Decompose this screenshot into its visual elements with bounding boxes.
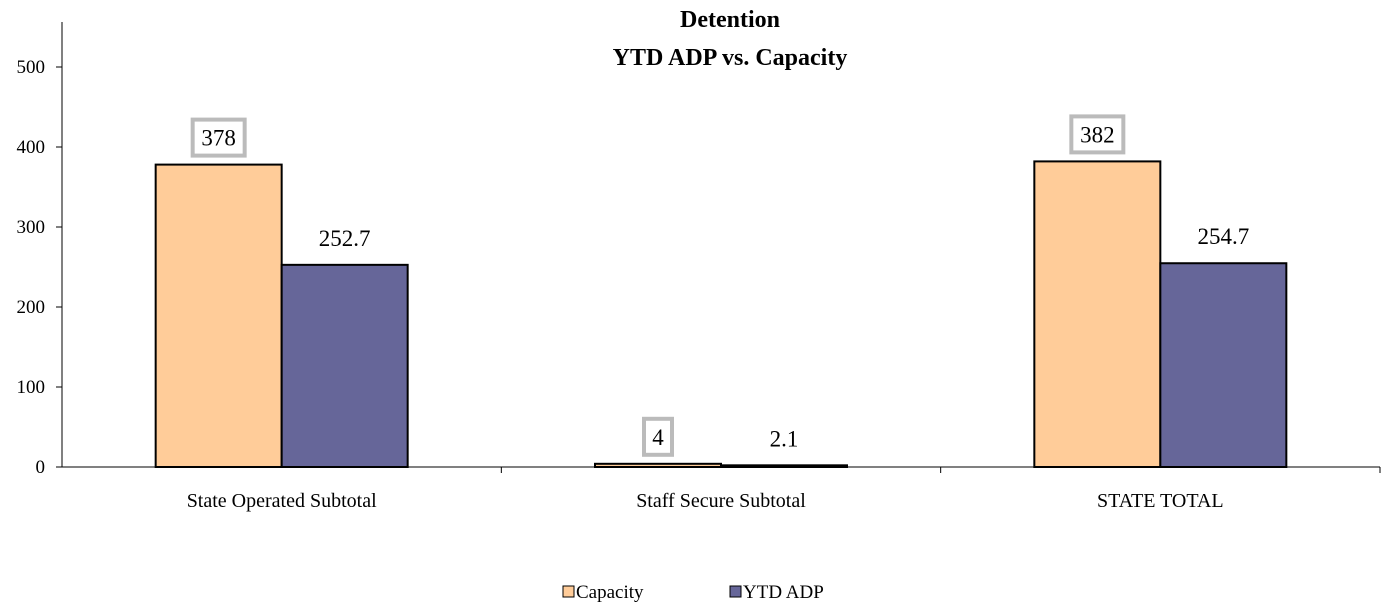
chart-subtitle: YTD ADP vs. Capacity <box>613 45 848 71</box>
y-tick-label: 0 <box>36 457 46 478</box>
bar-ytd-adp <box>280 263 409 468</box>
y-tick-label: 300 <box>17 217 46 238</box>
legend-label: Capacity <box>576 582 644 603</box>
x-tick-label: Staff Secure Subtotal <box>636 490 806 512</box>
data-label-box <box>642 416 674 457</box>
y-tick-label: 500 <box>17 57 46 78</box>
data-label-box <box>1069 114 1126 155</box>
legend-swatch-ytd-adp <box>729 585 742 598</box>
legend-swatch-capacity <box>562 585 575 598</box>
data-label: 2.1 <box>770 426 799 451</box>
data-label: 378 <box>201 126 236 151</box>
data-label-box <box>190 117 247 158</box>
legend: Capacity YTD ADP <box>562 582 824 603</box>
data-label: 382 <box>1080 122 1115 147</box>
x-tick-label: State Operated Subtotal <box>187 490 377 512</box>
bar-ytd-adp <box>720 464 848 469</box>
bar-capacity <box>154 163 283 468</box>
data-labels: 378 252.7 4 2.1 382 254.7 <box>190 114 1249 457</box>
bars <box>154 160 1288 469</box>
bar-capacity <box>594 462 722 468</box>
y-tick-label: 400 <box>17 137 46 158</box>
data-label: 252.7 <box>319 226 371 251</box>
legend-label: YTD ADP <box>743 582 824 603</box>
data-label: 254.7 <box>1197 224 1249 249</box>
y-tick-label: 200 <box>17 297 46 318</box>
axes: 0 100 200 300 400 500 State Operated Subtotal S… <box>17 22 1381 512</box>
chart-title: Detention <box>680 7 780 33</box>
x-tick-label: STATE TOTAL <box>1097 490 1224 512</box>
bar-ytd-adp <box>1159 262 1288 468</box>
bar-capacity <box>1033 160 1162 468</box>
data-label: 4 <box>652 425 664 450</box>
y-tick-label: 100 <box>17 377 46 398</box>
